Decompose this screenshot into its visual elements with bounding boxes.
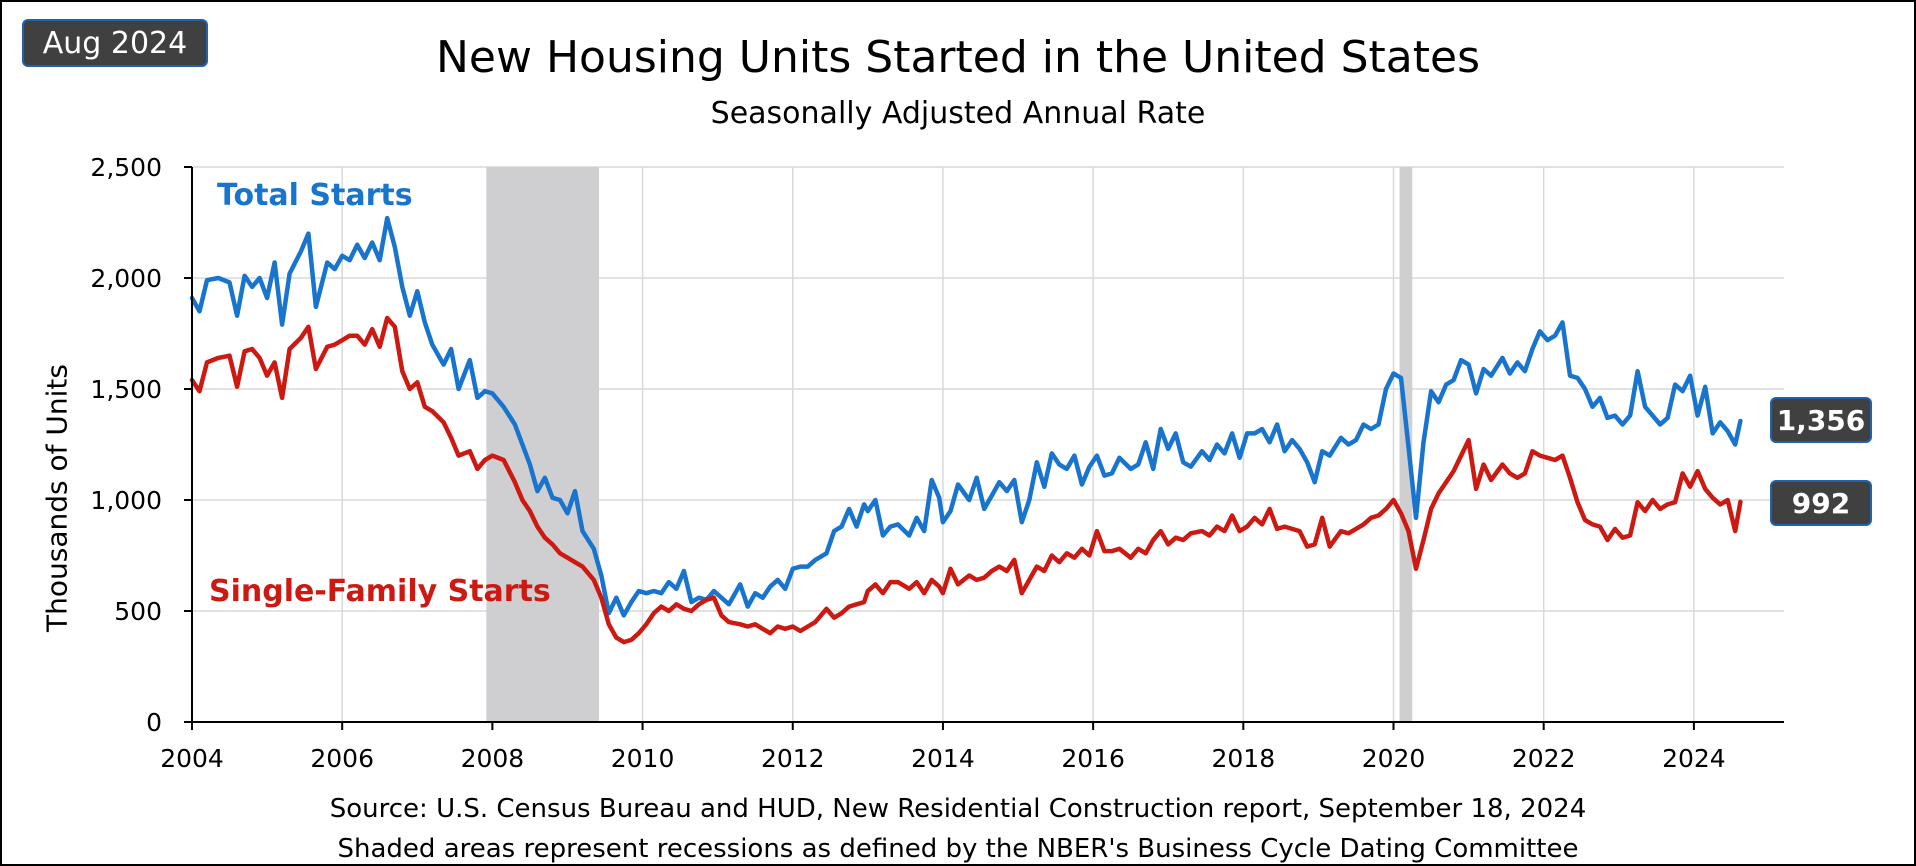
chart-title: New Housing Units Started in the United … xyxy=(436,32,1480,83)
x-tick-label: 2020 xyxy=(1362,744,1426,773)
y-tick-label: 1,500 xyxy=(90,375,162,404)
recession-note: Shaded areas represent recessions as def… xyxy=(337,834,1579,864)
y-tick-label: 0 xyxy=(146,708,162,737)
y-axis-title: Thousands of Units xyxy=(40,364,74,632)
x-tick-label: 2022 xyxy=(1512,744,1576,773)
chart-subtitle: Seasonally Adjusted Annual Rate xyxy=(710,96,1206,131)
x-tick-label: 2014 xyxy=(911,744,975,773)
x-tick-label: 2008 xyxy=(461,744,525,773)
x-tick-label: 2012 xyxy=(761,744,825,773)
x-tick-label: 2024 xyxy=(1662,744,1726,773)
date-badge: Aug 2024 xyxy=(22,19,208,67)
y-tick-label: 1,000 xyxy=(90,486,162,515)
series-line-single-family-starts xyxy=(189,315,1743,645)
x-tick-label: 2006 xyxy=(310,744,374,773)
source-note: Source: U.S. Census Bureau and HUD, New … xyxy=(329,794,1587,824)
recession-band xyxy=(1399,167,1413,722)
x-tick-label: 2018 xyxy=(1212,744,1276,773)
x-tick-label: 2016 xyxy=(1061,744,1125,773)
series-label-single-family-starts: Single-Family Starts xyxy=(209,574,551,609)
x-tick-label: 2010 xyxy=(611,744,675,773)
series-lines xyxy=(189,215,1743,645)
series-label-total-starts: Total Starts xyxy=(217,178,413,213)
end-value-total-starts: 1,356 xyxy=(1770,397,1872,443)
x-tick-label: 2004 xyxy=(160,744,224,773)
recession-shading xyxy=(486,167,1413,722)
series-line-total-starts xyxy=(189,215,1743,618)
y-tick-label: 500 xyxy=(114,597,162,626)
axes: 0 500 1,000 1,500 2,000 2,500 2004 2006 2008 2010… xyxy=(90,153,1784,773)
recession-band xyxy=(486,167,600,722)
gridlines xyxy=(192,166,1784,722)
y-tick-label: 2,500 xyxy=(90,153,162,182)
y-tick-label: 2,000 xyxy=(90,264,162,293)
end-value-single-family-starts: 992 xyxy=(1770,480,1872,526)
